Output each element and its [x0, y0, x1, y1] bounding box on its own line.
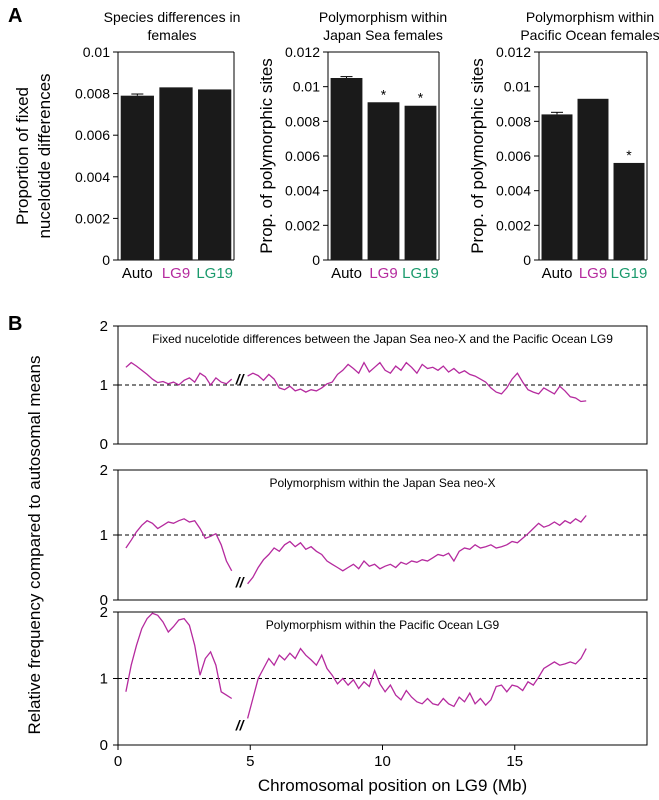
- y-tick-label: 0.004: [285, 183, 320, 199]
- series-line-segment: [125, 612, 233, 700]
- bar-lg19: [404, 105, 437, 260]
- y-tick-label: 0.006: [285, 148, 320, 164]
- y-tick-label: 0.002: [285, 217, 320, 233]
- panel-b-y-axis-label: Relative frequency compared to autosomal…: [25, 356, 44, 735]
- bar-auto: [330, 78, 363, 260]
- y-axis-label: nucelotide differences: [35, 73, 54, 238]
- chart-title-line: Pacific Ocean females: [520, 27, 659, 43]
- x-category-label: LG19: [402, 265, 439, 282]
- y-tick-label: 0.008: [75, 86, 110, 102]
- y-tick-label: 0.012: [285, 44, 320, 60]
- series-line-segment: [247, 515, 587, 585]
- y-tick-label: 0.01: [504, 79, 531, 95]
- series-line-segment: [246, 647, 587, 719]
- break-marker: //: [235, 371, 246, 387]
- x-tick-label: 5: [246, 753, 254, 770]
- significance-marker: *: [626, 147, 632, 163]
- y-tick-label: 2: [100, 604, 108, 621]
- y-tick-label: 0: [100, 436, 108, 453]
- series-line-segment: [125, 518, 233, 572]
- x-category-label: Auto: [542, 265, 573, 282]
- x-category-label: LG19: [611, 265, 648, 282]
- y-tick-label: 0: [100, 592, 108, 609]
- y-tick-label: 0.008: [285, 113, 320, 129]
- bar-lg9: [159, 87, 193, 260]
- line-chart-fixed-differences: 0 1 2 Fixed nucelotide differences between …: [100, 318, 648, 453]
- bar-lg9: [367, 102, 400, 261]
- chart-title-line: Polymorphism within: [319, 9, 447, 25]
- x-category-label: LG19: [196, 265, 233, 282]
- break-marker: //: [235, 717, 246, 733]
- x-tick-label: 15: [506, 753, 523, 770]
- y-tick-label: 0.006: [496, 148, 531, 164]
- y-tick-label: 0.004: [75, 169, 110, 185]
- y-tick-label: 1: [100, 377, 108, 394]
- y-axis-label: Prop. of polymorphic sites: [257, 58, 276, 254]
- chart-title: Polymorphism within the Japan Sea neo-X: [269, 476, 495, 490]
- x-category-label: LG9: [579, 265, 607, 282]
- significance-marker: *: [381, 86, 387, 102]
- y-tick-label: 0.002: [496, 217, 531, 233]
- bar-chart-pacific-ocean-polymorphism: Polymorphism within Pacific Ocean females…: [468, 9, 659, 282]
- line-chart-pacific-ocean-lg9: 0 1 2 Polymorphism within the Pacific Ocean…: [100, 604, 648, 795]
- y-tick-label: 2: [100, 318, 108, 335]
- line-chart-japan-sea-neo-x: 0 1 2 Polymorphism within the Japan Sea neo…: [100, 462, 648, 609]
- chart-title: Fixed nucelotide differences between the…: [152, 332, 613, 346]
- panel-label-a: A: [8, 5, 22, 27]
- y-tick-label: 0.01: [83, 44, 110, 60]
- y-tick-label: 1: [100, 527, 108, 544]
- bar-lg19: [198, 89, 232, 260]
- break-marker: //: [235, 574, 246, 590]
- y-tick-label: 0: [312, 252, 320, 268]
- bar-lg19: [613, 162, 645, 260]
- y-tick-label: 0: [102, 252, 110, 268]
- y-tick-label: 0.002: [75, 210, 110, 226]
- series-line-segment: [125, 361, 233, 387]
- y-tick-label: 0.004: [496, 183, 531, 199]
- x-tick-label: 0: [114, 753, 122, 770]
- chart-title-line: females: [147, 27, 196, 43]
- x-axis-label: Chromosomal position on LG9 (Mb): [258, 776, 527, 795]
- y-tick-label: 0.008: [496, 113, 531, 129]
- x-category-label: Auto: [122, 265, 153, 282]
- y-axis-label: Proportion of fixed: [13, 87, 32, 225]
- y-tick-label: 1: [100, 671, 108, 688]
- y-tick-label: 0.01: [293, 79, 320, 95]
- bar-auto: [120, 95, 154, 261]
- y-tick-label: 0.012: [496, 44, 531, 60]
- bar-chart-species-differences: Species differences in females Proportion …: [13, 9, 240, 282]
- y-tick-label: 2: [100, 462, 108, 479]
- panel-label-b: B: [8, 313, 22, 335]
- x-category-label: LG9: [162, 265, 190, 282]
- bar-lg9: [577, 98, 609, 260]
- chart-title-line: Japan Sea females: [323, 27, 443, 43]
- chart-title-line: Polymorphism within: [526, 9, 654, 25]
- x-tick-label: 10: [374, 753, 391, 770]
- bar-chart-japan-sea-polymorphism: Polymorphism within Japan Sea females Prop…: [257, 9, 447, 282]
- y-tick-label: 0: [100, 737, 108, 754]
- significance-marker: *: [418, 90, 424, 106]
- y-tick-label: 0: [523, 252, 531, 268]
- chart-title-line: Species differences in: [104, 9, 241, 25]
- x-category-label: LG9: [369, 265, 397, 282]
- x-category-label: Auto: [331, 265, 362, 282]
- chart-title: Polymorphism within the Pacific Ocean LG…: [266, 618, 500, 632]
- y-axis-label: Prop. of polymorphic sites: [468, 58, 487, 254]
- bar-auto: [541, 114, 573, 261]
- series-line-segment: [247, 361, 587, 403]
- y-tick-label: 0.006: [75, 127, 110, 143]
